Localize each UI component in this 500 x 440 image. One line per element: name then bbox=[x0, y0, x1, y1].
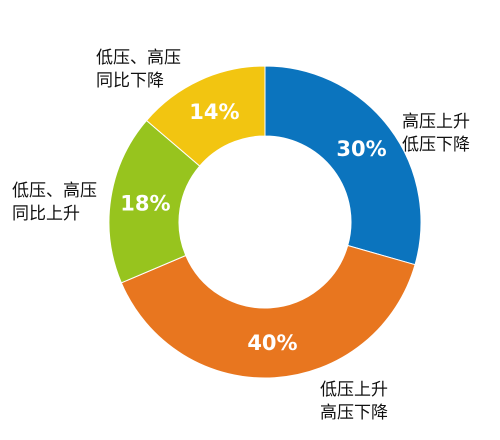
slice-category-line: 高压下降 bbox=[320, 403, 388, 423]
slice-percent-label: 14% bbox=[189, 100, 239, 124]
slice-category-label-both-up: 低压、高压 同比上升 bbox=[12, 180, 97, 226]
slice-category-line: 低压、高压 bbox=[96, 48, 181, 68]
slice-percent-label: 30% bbox=[336, 137, 386, 161]
slice-category-label-low-up-high-down: 低压上升 高压下降 bbox=[320, 379, 388, 425]
slice-category-label-high-up-low-down: 高压上升 低压下降 bbox=[402, 111, 470, 157]
slice-category-line: 同比上升 bbox=[12, 204, 80, 224]
percent-labels: 30% 40% 18% 14% bbox=[120, 100, 386, 355]
slice-category-line: 低压上升 bbox=[320, 380, 388, 400]
donut-slice bbox=[145, 65, 266, 167]
slice-category-line: 同比下降 bbox=[96, 71, 164, 91]
slice-category-line: 低压下降 bbox=[402, 135, 470, 155]
slice-percent-label: 18% bbox=[120, 191, 170, 215]
slice-percent-label: 40% bbox=[247, 331, 297, 355]
slice-category-label-both-down: 低压、高压 同比下降 bbox=[96, 47, 181, 93]
donut-slices bbox=[108, 65, 422, 379]
slice-category-line: 高压上升 bbox=[402, 112, 470, 132]
donut-slice bbox=[264, 65, 422, 266]
slice-category-line: 低压、高压 bbox=[12, 181, 97, 201]
donut-slice bbox=[120, 244, 416, 379]
